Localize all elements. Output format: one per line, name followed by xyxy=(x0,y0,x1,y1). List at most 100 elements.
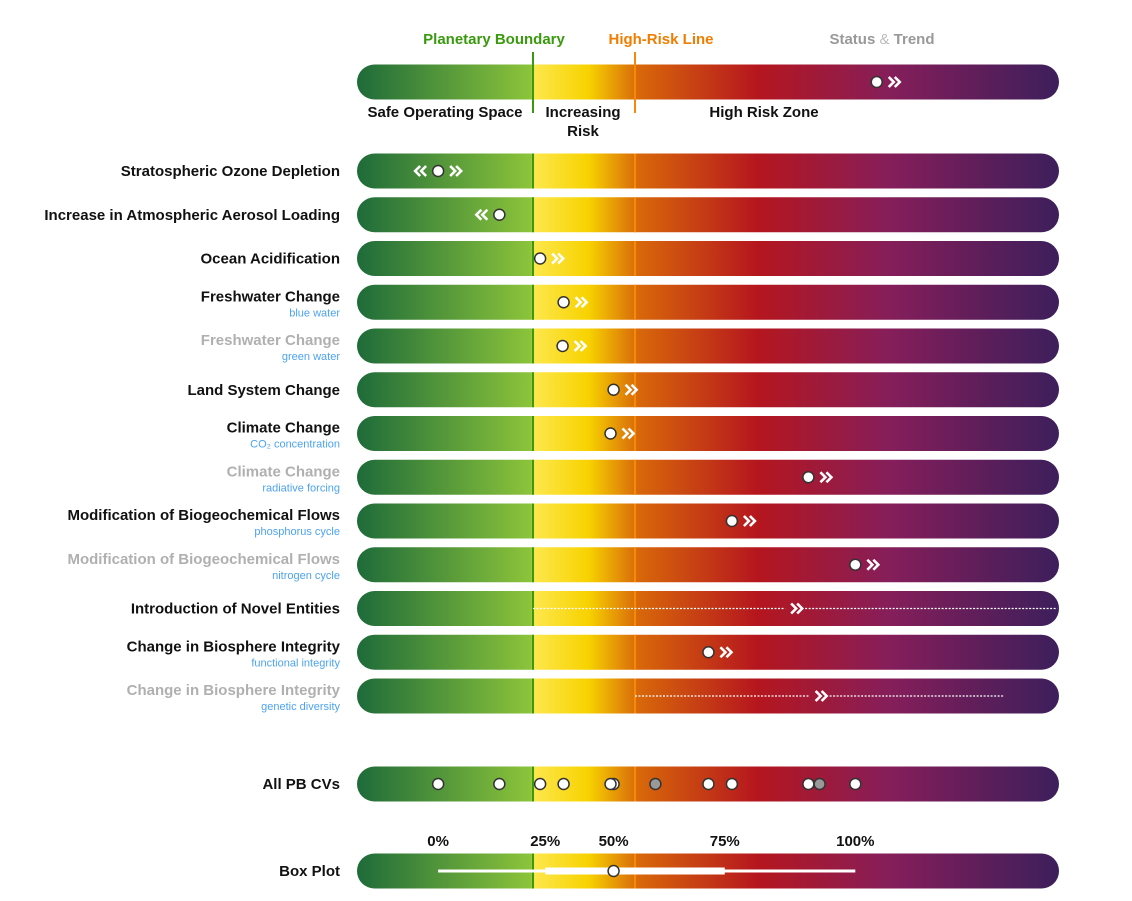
trend-increasing-icon xyxy=(887,76,902,88)
status-marker xyxy=(725,514,739,528)
zone-gradient-bar xyxy=(357,547,1059,583)
trend-increasing-icon xyxy=(551,252,565,265)
boundary-label: Climate Change xyxy=(227,420,340,437)
boundary-sublabel: phosphorus cycle xyxy=(254,526,340,538)
percentile-label: 100% xyxy=(836,833,874,850)
cv-point xyxy=(813,777,826,791)
zone-gradient-bar xyxy=(357,416,1059,451)
boundary-sublabel: functional integrity xyxy=(251,657,340,669)
zone-gradient-bar xyxy=(357,284,1059,320)
boundary-row: Modification of Biogeochemical Flows phos… xyxy=(67,503,1059,539)
boundary-label: Modification of Biogeochemical Flows xyxy=(67,507,340,524)
percentile-label: 50% xyxy=(599,833,629,850)
boundary-row: Change in Biosphere Integrity genetic div… xyxy=(127,678,1059,714)
cv-point xyxy=(493,777,506,791)
boundary-row: Increase in Atmospheric Aerosol Loading xyxy=(44,197,1059,233)
boundary-row: Stratospheric Ozone Depletion xyxy=(121,153,1059,189)
ampersand: & xyxy=(879,31,889,48)
trend-increasing-icon xyxy=(866,558,881,571)
legend-status-marker xyxy=(870,75,883,89)
boundary-label: Land System Change xyxy=(187,382,340,399)
boundary-row: Freshwater Change blue water xyxy=(201,284,1059,320)
zone-gradient-bar xyxy=(357,459,1059,495)
cv-point xyxy=(802,777,815,791)
zone-gradient-bar xyxy=(357,328,1059,364)
box-plot-median xyxy=(607,864,620,878)
boundary-row: Ocean Acidification xyxy=(201,241,1059,276)
box-plot-label: Box Plot xyxy=(279,863,340,880)
trend-increasing-icon xyxy=(819,471,834,484)
status-word: Status xyxy=(829,31,875,48)
high-risk-line-header: High-Risk Line xyxy=(608,31,713,48)
boundary-row: Introduction of Novel Entities xyxy=(131,591,1059,626)
cv-point xyxy=(533,777,547,791)
status-marker xyxy=(556,339,569,353)
cv-point xyxy=(649,777,662,791)
trend-decreasing-icon xyxy=(413,165,428,177)
boundary-label: Change in Biosphere Integrity xyxy=(127,638,341,655)
status-marker xyxy=(533,252,547,265)
boundary-label: Modification of Biogeochemical Flows xyxy=(67,551,340,568)
boundary-row: Modification of Biogeochemical Flows nitr… xyxy=(67,547,1059,583)
trend-increasing-icon xyxy=(621,427,636,440)
boundary-row: Climate Change radiative forcing xyxy=(227,459,1059,495)
status-marker xyxy=(431,164,445,178)
box-plot-row: Box Plot xyxy=(279,853,1059,889)
zone-gradient-bar xyxy=(357,64,1059,100)
increasing-risk-label-2: Risk xyxy=(567,123,599,140)
trend-increasing-icon xyxy=(573,340,588,352)
status-marker xyxy=(557,296,570,309)
percentile-label: 25% xyxy=(530,833,560,850)
status-marker xyxy=(849,558,862,571)
boundary-label: Introduction of Novel Entities xyxy=(131,601,340,618)
boundary-row: Climate Change CO₂ concentration xyxy=(227,416,1059,451)
boundary-label: Change in Biosphere Integrity xyxy=(127,682,341,699)
boundary-sublabel: CO₂ concentration xyxy=(250,439,340,451)
percentile-label: 75% xyxy=(710,833,740,850)
boundary-sublabel: nitrogen cycle xyxy=(272,570,340,582)
boundary-row: Land System Change xyxy=(187,372,1059,408)
cv-point xyxy=(431,777,445,791)
high-risk-zone-label: High Risk Zone xyxy=(709,104,818,121)
legend-bar xyxy=(357,52,1059,113)
cv-point xyxy=(702,777,715,791)
all-cvs-row: All PB CVs xyxy=(262,766,1059,802)
boundary-sublabel: green water xyxy=(282,351,340,363)
status-marker xyxy=(702,646,715,659)
boundary-label: Stratospheric Ozone Depletion xyxy=(121,163,340,180)
percentile-label: 0% xyxy=(427,833,449,850)
safe-operating-space-label: Safe Operating Space xyxy=(367,104,522,121)
cv-point xyxy=(725,777,739,791)
boundary-sublabel: radiative forcing xyxy=(262,482,340,494)
cv-point xyxy=(557,777,570,791)
zone-gradient-bar xyxy=(357,372,1059,408)
status-marker xyxy=(802,471,815,484)
trend-increasing-icon xyxy=(449,165,463,177)
boundary-row: Freshwater Change green water xyxy=(201,328,1059,364)
boundary-sublabel: blue water xyxy=(289,307,340,319)
all-cvs-label: All PB CVs xyxy=(262,776,340,793)
boundary-label: Increase in Atmospheric Aerosol Loading xyxy=(44,207,340,224)
boundary-sublabel: genetic diversity xyxy=(261,701,340,713)
status-marker xyxy=(607,383,620,396)
status-marker xyxy=(493,208,506,221)
zone-gradient-bar xyxy=(357,241,1059,276)
trend-word: Trend xyxy=(894,31,935,48)
trend-increasing-icon xyxy=(574,296,589,309)
boundary-label: Ocean Acidification xyxy=(201,251,340,268)
boundary-label: Climate Change xyxy=(227,463,340,480)
box-plot-box xyxy=(545,867,725,875)
trend-increasing-icon xyxy=(814,690,829,702)
cv-point xyxy=(849,777,862,791)
trend-decreasing-icon xyxy=(474,208,489,221)
status-trend-header: Status & Trend xyxy=(829,31,934,48)
boundary-label: Freshwater Change xyxy=(201,332,340,349)
trend-increasing-icon xyxy=(742,515,757,527)
trend-increasing-icon xyxy=(624,383,639,396)
trend-increasing-icon xyxy=(790,602,804,615)
zone-gradient-bar xyxy=(357,197,1059,233)
zone-gradient-bar xyxy=(357,503,1059,539)
status-marker xyxy=(604,427,617,440)
boundary-label: Freshwater Change xyxy=(201,288,340,305)
